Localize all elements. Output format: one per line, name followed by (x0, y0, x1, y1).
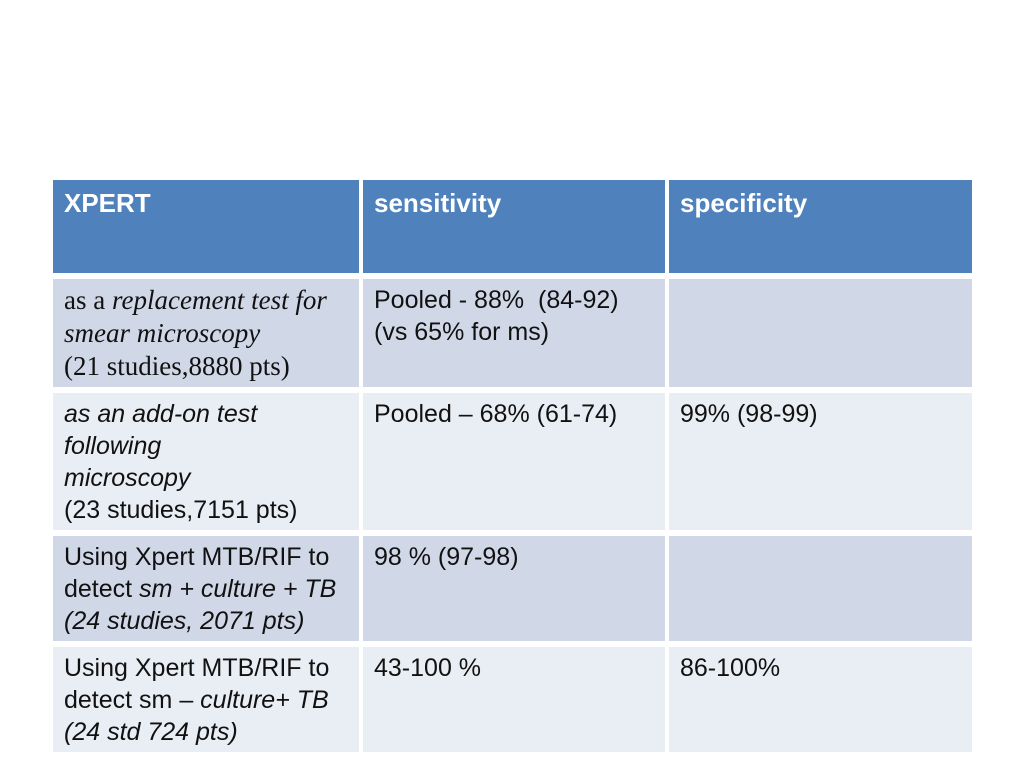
table-header-row: XPERT sensitivity specificity (53, 180, 972, 273)
table-cell: Pooled - 88% (84-92) (vs 65% for ms) (363, 279, 665, 387)
text-segment: (24 std 724 pts) (64, 718, 238, 746)
text-segment: as an add-on test following (64, 400, 265, 460)
header-cell-specificity: specificity (669, 180, 972, 273)
text-segment: Using Xpert MTB/RIF to (64, 654, 330, 682)
table-cell: as a replacement test for smear microscop… (53, 279, 359, 387)
text-segment: (24 studies, 2071 pts) (64, 607, 305, 635)
table-cell: as an add-on test following microscopy (23… (53, 393, 359, 530)
header-cell-sensitivity: sensitivity (363, 180, 665, 273)
text-segment: smear microscopy (64, 318, 261, 348)
text-segment: culture+ TB (200, 686, 329, 714)
table-cell: Using Xpert MTB/RIF to detect sm – cultur… (53, 647, 359, 752)
table-cell (669, 536, 972, 641)
text-segment: Pooled – 68% (61-74) (374, 400, 618, 428)
text-segment: 43-100 % (374, 654, 482, 682)
text-segment: detect (64, 575, 140, 603)
table-cell: Pooled – 68% (61-74) (363, 393, 665, 530)
text-segment: 99% (98-99) (680, 400, 818, 428)
text-segment: 86-100% (680, 654, 781, 682)
text-segment: Pooled - 88% (84-92) (374, 286, 619, 314)
table-row: as a replacement test for smear microscop… (53, 279, 972, 387)
table-row: as an add-on test following microscopy (23… (53, 393, 972, 530)
text-segment: as a (64, 285, 112, 315)
results-table: XPERT sensitivity specificity as a repla… (53, 180, 972, 758)
text-segment: (23 studies,7151 pts) (64, 496, 298, 524)
table-cell: 43-100 % (363, 647, 665, 752)
text-segment: 98 % (97-98) (374, 543, 519, 571)
text-segment: microscopy (64, 464, 191, 492)
text-segment: detect sm – (64, 686, 201, 714)
table-cell (669, 279, 972, 387)
text-segment: (vs 65% for ms) (374, 318, 550, 346)
text-segment: Using Xpert MTB/RIF to (64, 543, 330, 571)
table-cell: Using Xpert MTB/RIF to detect sm + cultur… (53, 536, 359, 641)
table-row: Using Xpert MTB/RIF to detect sm + cultur… (53, 536, 972, 641)
text-segment: replacement test for (111, 285, 327, 315)
header-cell-xpert: XPERT (53, 180, 359, 273)
table-cell: 86-100% (669, 647, 972, 752)
text-segment: sm + culture + TB (139, 575, 337, 603)
table-body: as a replacement test for smear microscop… (53, 279, 972, 752)
text-segment: (21 studies,8880 pts) (64, 351, 290, 381)
table-cell: 99% (98-99) (669, 393, 972, 530)
table-cell: 98 % (97-98) (363, 536, 665, 641)
table-row: Using Xpert MTB/RIF to detect sm – cultur… (53, 647, 972, 752)
